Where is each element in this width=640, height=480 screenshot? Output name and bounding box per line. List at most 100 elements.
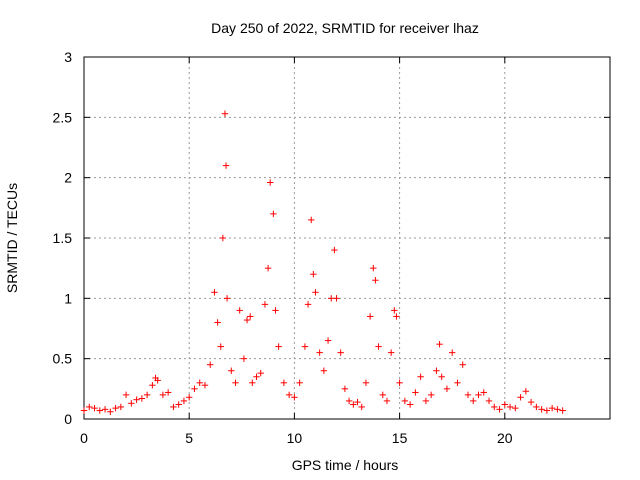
data-point — [475, 391, 482, 399]
data-point — [261, 301, 269, 308]
data-point — [249, 379, 256, 386]
data-point — [358, 403, 365, 411]
y-tick-label: 0.5 — [53, 351, 73, 367]
data-point — [362, 379, 370, 386]
data-point — [412, 389, 419, 396]
data-point — [496, 406, 503, 413]
data-point — [554, 406, 561, 413]
data-point — [236, 307, 243, 314]
data-point — [341, 385, 349, 393]
data-point — [191, 385, 198, 393]
data-point — [387, 349, 395, 356]
data-point — [96, 407, 103, 414]
data-point — [219, 234, 227, 242]
data-point — [538, 406, 545, 413]
data-point — [243, 316, 251, 324]
data-point — [285, 391, 293, 399]
data-point — [180, 397, 188, 405]
data-point — [433, 367, 440, 374]
data-point — [214, 319, 221, 326]
data-point — [501, 401, 508, 408]
x-tick-label: 15 — [392, 430, 408, 446]
data-point — [164, 389, 172, 396]
data-point — [345, 397, 353, 405]
data-point — [247, 313, 254, 320]
data-point — [383, 397, 391, 405]
y-tick-label: 1.5 — [53, 230, 73, 246]
data-point — [491, 403, 498, 411]
data-point — [296, 379, 303, 386]
data-point — [422, 397, 430, 405]
data-point — [304, 301, 312, 308]
data-point — [375, 343, 382, 350]
data-point — [354, 398, 361, 406]
data-point — [122, 391, 130, 399]
data-point — [396, 379, 403, 386]
data-point — [138, 395, 146, 402]
data-point — [350, 401, 357, 408]
data-point — [470, 397, 477, 405]
data-point — [101, 406, 109, 413]
tick-layer: 0 5 10 15 20 0 0.5 1 1.5 2 2.5 3 — [53, 49, 610, 446]
data-point — [186, 394, 193, 401]
data-point — [527, 398, 535, 406]
chart-title: Day 250 of 2022, SRMTID for receiver lha… — [211, 20, 479, 36]
data-point — [264, 264, 272, 272]
data-point — [310, 271, 317, 278]
data-point — [272, 307, 279, 314]
data-point — [275, 343, 282, 350]
data-point — [240, 355, 248, 362]
data-point — [459, 361, 466, 368]
data-point — [517, 394, 524, 401]
data-point — [221, 110, 229, 117]
data-point — [211, 289, 218, 296]
data-point — [366, 313, 374, 320]
data-points — [80, 110, 566, 415]
data-point — [548, 404, 556, 412]
data-point — [543, 407, 551, 414]
x-tick-label: 5 — [185, 430, 193, 446]
data-point — [559, 407, 566, 414]
data-point — [159, 391, 167, 399]
x-tick-label: 0 — [80, 430, 88, 446]
data-point — [117, 403, 125, 411]
data-point — [291, 394, 298, 401]
data-point — [316, 349, 323, 356]
data-point — [143, 391, 151, 399]
data-point — [406, 401, 414, 408]
data-point — [438, 373, 445, 380]
data-point — [222, 162, 230, 169]
data-point — [427, 391, 435, 399]
data-point — [207, 361, 214, 368]
data-point — [324, 337, 332, 344]
data-point — [112, 404, 119, 412]
data-point — [417, 373, 424, 380]
data-point — [506, 403, 514, 411]
data-point — [257, 369, 264, 377]
data-point — [320, 367, 328, 374]
y-tick-label: 3 — [64, 49, 72, 65]
data-point — [223, 295, 231, 302]
x-tick-label: 20 — [497, 430, 513, 446]
data-point — [464, 391, 472, 399]
data-point — [393, 313, 400, 320]
data-point — [333, 295, 340, 302]
data-point — [253, 373, 260, 380]
data-point — [86, 403, 93, 411]
y-tick-label: 0 — [64, 411, 72, 427]
data-point — [370, 264, 377, 272]
data-point — [196, 379, 203, 386]
data-point — [312, 289, 319, 296]
data-point — [149, 382, 156, 389]
y-tick-label: 2.5 — [53, 109, 73, 125]
data-point — [401, 397, 409, 405]
data-point — [331, 246, 338, 254]
grid-layer — [84, 57, 610, 419]
y-tick-label: 2 — [64, 170, 72, 186]
data-point — [270, 210, 277, 218]
data-point — [154, 377, 161, 384]
y-axis-label: SRMTID / TECUs — [4, 183, 20, 293]
data-point — [436, 340, 443, 348]
data-point — [128, 400, 135, 407]
